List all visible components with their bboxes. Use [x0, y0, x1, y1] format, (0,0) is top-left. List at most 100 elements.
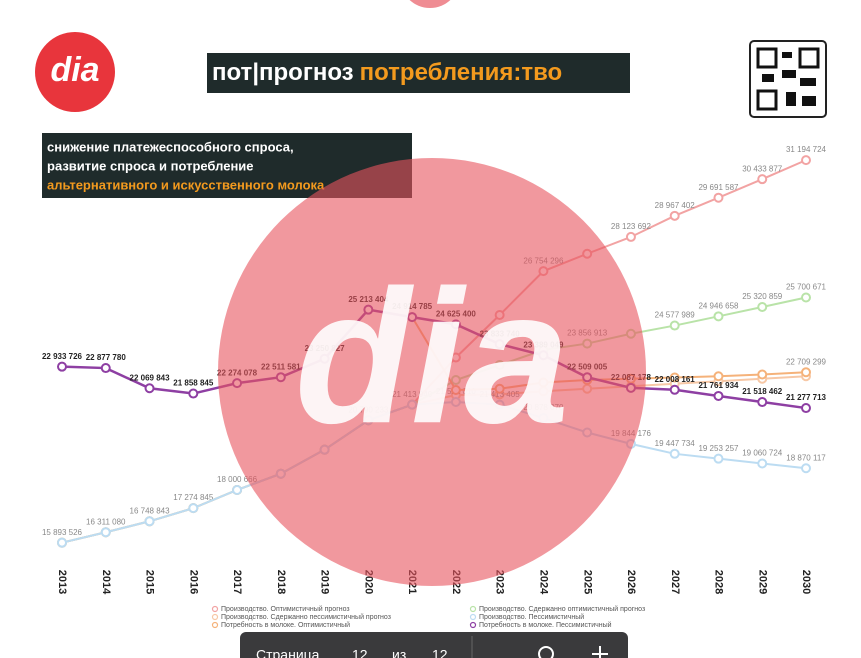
- subtitle-line: альтернативного и искусственного молока: [47, 177, 325, 192]
- data-label: 19 253 257: [698, 444, 739, 453]
- data-label: 21 518 462: [742, 387, 783, 396]
- data-label: 19 060 724: [742, 449, 783, 458]
- legend-label: Потребность в молоке. Пессимистичный: [479, 621, 612, 629]
- x-tick-label: 2016: [187, 570, 199, 594]
- data-label: 16 311 080: [86, 517, 126, 526]
- data-label: 17 274 845: [173, 493, 214, 502]
- legend-label: Потребность в молоке. Оптимистичный: [221, 621, 350, 629]
- data-point: [801, 292, 811, 303]
- legend-marker: [211, 605, 219, 613]
- legend-marker: [211, 613, 219, 621]
- x-tick-label: 2017: [231, 570, 243, 594]
- data-point: [100, 363, 111, 374]
- data-point: [188, 388, 199, 399]
- toolbar-of: из: [392, 647, 406, 658]
- subtitle-line: развитие спроса и потребление: [47, 158, 254, 173]
- watermark-circle: [218, 158, 646, 586]
- data-point: [801, 155, 811, 166]
- x-tick-label: 2019: [319, 570, 331, 594]
- data-point: [757, 301, 768, 312]
- data-point: [625, 231, 636, 242]
- add-button[interactable]: [592, 646, 608, 658]
- x-tick-label: 2014: [100, 570, 112, 595]
- data-point: [232, 484, 243, 495]
- data-point: [801, 367, 811, 378]
- watermark-text: dia: [295, 251, 570, 463]
- data-point: [669, 372, 680, 383]
- legend-label: Производство. Пессимистичный: [479, 613, 584, 621]
- data-label: 24 946 658: [698, 301, 739, 310]
- data-point: [713, 192, 724, 203]
- data-label: 21 277 713: [786, 393, 827, 402]
- title-part: пот|прогноз: [212, 59, 354, 86]
- toolbar-page: 12: [352, 647, 368, 658]
- x-tick-label: 2027: [669, 570, 681, 594]
- x-tick-label: 2015: [144, 570, 156, 594]
- data-point: [57, 537, 67, 548]
- legend-marker: [469, 605, 477, 613]
- data-label: 28 123 692: [611, 222, 652, 231]
- data-label: 21 761 934: [698, 381, 739, 390]
- data-point: [57, 361, 67, 372]
- logo: [35, 32, 115, 112]
- data-label: 22 008 161: [655, 375, 696, 384]
- legend-marker: [469, 621, 477, 629]
- data-point: [801, 403, 811, 414]
- data-point: [713, 453, 724, 464]
- data-point: [144, 383, 155, 394]
- legend-marker: [469, 613, 477, 621]
- qr-code: [749, 40, 827, 118]
- data-point: [144, 516, 155, 527]
- data-label: 15 893 526: [42, 528, 83, 537]
- data-label: 19 447 734: [655, 439, 696, 448]
- data-label: 22 933 726: [42, 352, 83, 361]
- toolbar: [240, 632, 628, 658]
- data-label: 16 748 843: [130, 506, 171, 515]
- data-label: 22 069 843: [130, 373, 171, 382]
- data-label: 18 000 666: [217, 475, 258, 484]
- data-label: 22 709 299: [786, 357, 827, 366]
- data-point: [757, 369, 768, 380]
- x-tick-label: 2018: [275, 570, 287, 594]
- data-point: [669, 384, 680, 395]
- x-tick-label: 2013: [56, 570, 68, 594]
- data-label: 29 691 587: [698, 183, 739, 192]
- legend-label: Производство. Оптимистичный прогноз: [221, 605, 350, 613]
- data-point: [713, 371, 724, 382]
- data-label: 24 577 989: [655, 311, 696, 320]
- data-point: [100, 527, 111, 538]
- title: пот|прогноз потребления:тво: [212, 59, 562, 86]
- data-point: [669, 210, 680, 221]
- title-box: [207, 53, 630, 93]
- logo-text: dia: [50, 51, 99, 89]
- data-label: 28 967 402: [655, 201, 696, 210]
- title-part: потребления:тво: [360, 59, 563, 86]
- toolbar-label: Страница: [256, 647, 320, 658]
- toolbar-total: 12: [432, 647, 448, 658]
- data-label: 18 870 117: [786, 453, 826, 462]
- data-point: [713, 311, 724, 322]
- x-tick-label: 2024: [538, 570, 550, 595]
- legend-marker: [211, 621, 219, 629]
- legend-label: Производство. Сдержанно оптимистичный пр…: [479, 605, 645, 613]
- data-label: 22 877 780: [86, 353, 127, 362]
- data-point: [801, 463, 811, 474]
- x-tick-label: 2030: [800, 570, 812, 594]
- data-label: 30 433 877: [742, 164, 783, 173]
- x-tick-label: 2025: [581, 570, 593, 594]
- top-logo-fragment: [409, 0, 451, 8]
- data-point: [757, 458, 768, 469]
- data-label: 25 700 671: [786, 283, 827, 292]
- data-label: 31 194 724: [786, 145, 827, 154]
- subtitle-line: снижение платежеспособного спроса,: [47, 139, 294, 154]
- data-label: 21 858 845: [173, 379, 214, 388]
- data-point: [669, 320, 680, 331]
- data-point: [669, 448, 680, 459]
- data-point: [188, 503, 199, 514]
- legend-label: Производство. Сдержанно пессимистичный п…: [221, 613, 391, 621]
- x-tick-label: 2026: [625, 570, 637, 594]
- data-label: 25 320 859: [742, 292, 783, 301]
- zoom-in-button[interactable]: [538, 646, 554, 658]
- x-tick-label: 2028: [713, 570, 725, 594]
